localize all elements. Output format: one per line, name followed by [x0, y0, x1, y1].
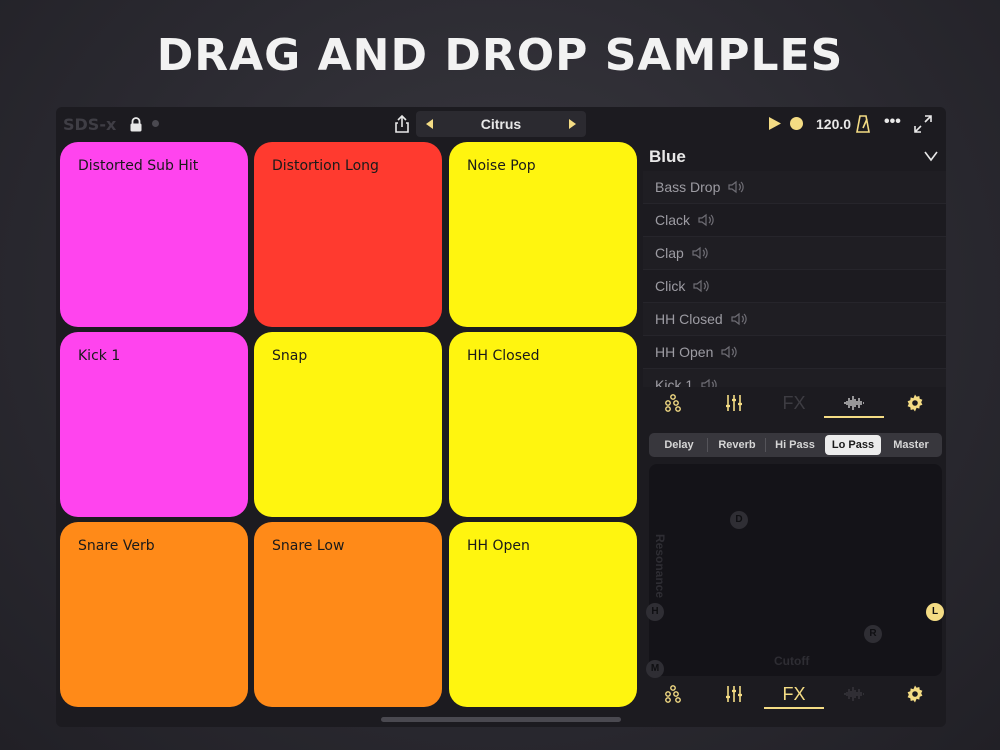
sample-name: Bass Drop [655, 179, 721, 195]
speaker-icon[interactable] [701, 378, 717, 387]
tab-fx[interactable]: FX [764, 679, 824, 709]
sample-name: HH Closed [655, 311, 723, 327]
tab-patterns[interactable] [643, 679, 703, 709]
app-window: SDS-x Citrus 120.0 ••• Distorted Sub Hit… [56, 107, 946, 727]
record-button[interactable] [790, 117, 803, 130]
segment-delay[interactable]: Delay [664, 439, 694, 451]
sample-item[interactable]: Bass Drop [643, 171, 946, 204]
knob-master[interactable]: M [646, 660, 664, 678]
kit-browser: Blue Bass Drop Clack Clap Click HH Close… [643, 141, 946, 387]
speaker-icon[interactable] [693, 279, 710, 293]
speaker-icon[interactable] [721, 345, 738, 359]
pad-label: Distortion Long [272, 158, 379, 174]
sample-list: Bass Drop Clack Clap Click HH Closed HH … [643, 171, 946, 387]
xy-pad[interactable]: Resonance Cutoff D H L R M [646, 464, 944, 678]
segment-lo-pass[interactable]: Lo Pass [825, 435, 881, 455]
mixer-icon [726, 686, 742, 702]
panel-tab-bar-lower: FX [643, 679, 946, 709]
tab-settings[interactable] [885, 679, 945, 709]
nodes-icon [665, 685, 681, 703]
bpm-value[interactable]: 120.0 [816, 116, 852, 132]
sample-item[interactable]: Clap [643, 237, 946, 270]
more-menu-icon[interactable]: ••• [884, 113, 901, 130]
sample-item[interactable]: HH Open [643, 336, 946, 369]
app-logo: SDS-x [63, 115, 117, 134]
knob-reverb[interactable]: R [864, 625, 882, 643]
pad-7[interactable]: Snare Verb [60, 522, 248, 707]
segment-divider [707, 438, 708, 452]
panel-tab-bar-upper: FX [643, 388, 946, 418]
tab-patterns[interactable] [643, 388, 703, 418]
pad-label: HH Closed [467, 348, 540, 364]
pad-6[interactable]: HH Closed [449, 332, 637, 517]
pad-label: Snap [272, 348, 308, 364]
waveform-icon [844, 687, 864, 701]
pad-5[interactable]: Snap [254, 332, 442, 517]
gear-icon [907, 394, 923, 412]
tab-mixer[interactable] [704, 679, 764, 709]
expand-icon[interactable] [914, 115, 932, 133]
nodes-icon [665, 394, 681, 412]
pad-label: Kick 1 [78, 348, 121, 364]
tab-settings[interactable] [885, 388, 945, 418]
sample-name: Clack [655, 212, 691, 228]
pad-9[interactable]: HH Open [449, 522, 637, 707]
sample-item[interactable]: Clack [643, 204, 946, 237]
sample-name: Clap [655, 245, 684, 261]
lock-icon[interactable] [129, 117, 143, 132]
sample-item[interactable]: Click [643, 270, 946, 303]
kit-browser-title[interactable]: Blue [649, 147, 686, 166]
sample-name: Click [655, 278, 686, 294]
sample-item[interactable]: Kick 1 [643, 369, 946, 387]
sample-item[interactable]: HH Closed [643, 303, 946, 336]
prev-kit-arrow-icon[interactable] [422, 116, 438, 132]
pad-1[interactable]: Distorted Sub Hit [60, 142, 248, 327]
waveform-icon [844, 396, 864, 410]
kit-name[interactable]: Citrus [480, 116, 522, 132]
segment-reverb[interactable]: Reverb [718, 439, 756, 451]
sample-name: HH Open [655, 344, 714, 360]
segment-hi-pass[interactable]: Hi Pass [775, 439, 815, 451]
pad-8[interactable]: Snare Low [254, 522, 442, 707]
knob-lo-pass[interactable]: L [926, 603, 944, 621]
metronome-icon[interactable] [856, 115, 870, 133]
speaker-icon[interactable] [728, 180, 745, 194]
tab-sample-editor[interactable] [824, 679, 884, 709]
status-dot [152, 120, 159, 127]
segment-divider [765, 438, 766, 452]
top-bar: SDS-x Citrus 120.0 ••• [56, 107, 946, 141]
speaker-icon[interactable] [692, 246, 708, 260]
fx-segmented-control: Delay Reverb Hi Pass Lo Pass Master [649, 433, 942, 457]
knob-delay[interactable]: D [730, 511, 748, 529]
play-icon[interactable] [768, 116, 782, 131]
next-kit-arrow-icon[interactable] [564, 116, 580, 132]
pad-2[interactable]: Distortion Long [254, 142, 442, 327]
tab-fx[interactable]: FX [764, 388, 824, 418]
speaker-icon[interactable] [698, 213, 714, 227]
mixer-icon [726, 395, 742, 411]
chevron-down-icon[interactable] [923, 149, 939, 163]
segment-master[interactable]: Master [893, 439, 929, 451]
headline: DRAG AND DROP SAMPLES [156, 30, 844, 81]
pad-label: Distorted Sub Hit [78, 158, 199, 174]
sample-name: Kick 1 [655, 377, 694, 387]
kit-selector: Citrus [416, 111, 586, 137]
tab-mixer[interactable] [704, 388, 764, 418]
share-icon[interactable] [393, 114, 411, 134]
pad-label: Snare Verb [78, 538, 155, 554]
pad-3[interactable]: Noise Pop [449, 142, 637, 327]
pad-4[interactable]: Kick 1 [60, 332, 248, 517]
y-axis-label: Resonance [653, 534, 667, 599]
fx-label: FX [782, 392, 806, 413]
speaker-icon[interactable] [731, 312, 747, 326]
knob-hi-pass[interactable]: H [646, 603, 664, 621]
tab-sample-editor[interactable] [824, 388, 884, 418]
pad-label: Snare Low [272, 538, 345, 554]
x-axis-label: Cutoff [774, 654, 810, 668]
pad-label: Noise Pop [467, 158, 536, 174]
fx-label: FX [782, 683, 806, 704]
pad-label: HH Open [467, 538, 530, 554]
gear-icon [907, 685, 923, 703]
home-indicator[interactable] [381, 717, 621, 722]
